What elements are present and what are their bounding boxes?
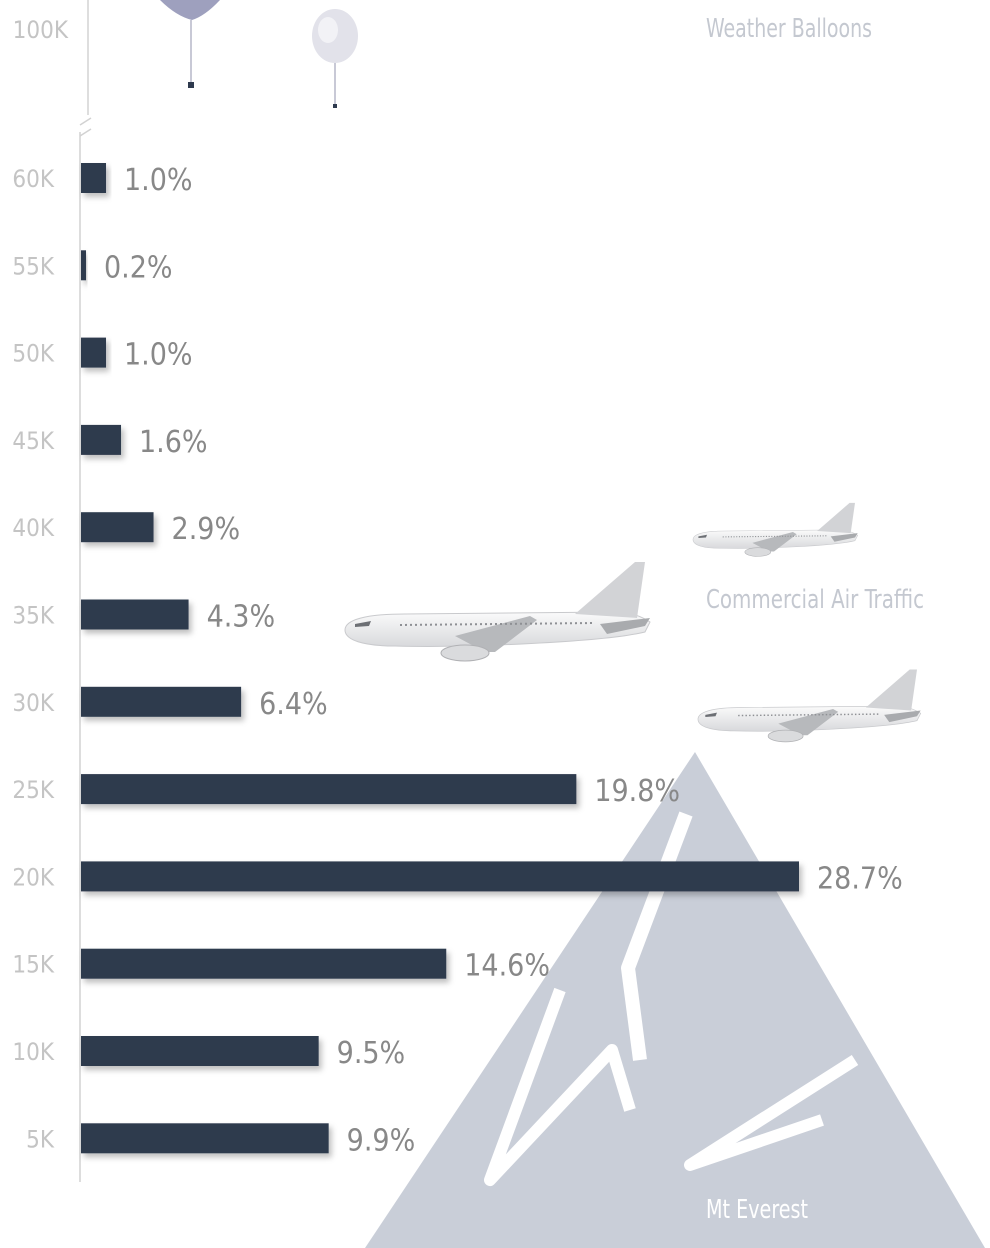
annotation-mt-everest: Mt Everest <box>706 1195 808 1225</box>
airplane-icon <box>692 502 859 557</box>
bar <box>81 337 107 368</box>
bar <box>81 163 107 193</box>
mountain-icon <box>365 752 985 1248</box>
weather-balloon-icon <box>312 9 358 108</box>
bar-value-label: 1.0% <box>124 163 193 198</box>
annotation-commercial-air-traffic: Commercial Air Traffic <box>706 585 924 615</box>
bar-value-label: 28.7% <box>817 861 903 896</box>
y-tick-label: 20K <box>12 863 54 891</box>
y-tick-label: 55K <box>12 252 54 280</box>
bar <box>81 686 242 717</box>
bar-value-label: 9.5% <box>337 1036 406 1071</box>
y-tick-label: 15K <box>12 951 54 979</box>
annotation-weather-balloons: Weather Balloons <box>706 14 872 44</box>
y-tick-label: 5K <box>26 1125 55 1153</box>
bar-value-label: 6.4% <box>259 687 328 722</box>
bar <box>81 948 447 979</box>
bar <box>81 1123 329 1154</box>
bar <box>81 1036 319 1066</box>
airplane-icon <box>344 561 651 662</box>
y-tick-label: 45K <box>12 427 54 455</box>
y-axis <box>79 0 92 1182</box>
bar <box>81 512 154 543</box>
bar-value-label: 1.6% <box>139 425 208 460</box>
y-tick-label: 50K <box>12 340 54 368</box>
y-tick-label: 10K <box>12 1038 54 1066</box>
bar-value-label: 19.8% <box>594 774 680 809</box>
y-tick-label: 25K <box>12 776 54 804</box>
bar-group: 60K 1.0% 55K 0.2% 50K 1.0% 45K 1.6% 40K 2.9% 35K 4.… <box>12 163 903 1158</box>
bar <box>81 774 577 805</box>
y-tick-100k: 100K <box>13 16 69 44</box>
weather-balloon-icon <box>160 0 220 88</box>
bar-value-label: 0.2% <box>104 250 173 285</box>
y-tick-label: 35K <box>12 602 54 630</box>
y-tick-label: 60K <box>12 165 54 193</box>
airplane-icon <box>697 668 922 743</box>
bar <box>81 861 799 892</box>
y-tick-label: 40K <box>12 514 54 542</box>
bar-value-label: 2.9% <box>172 512 241 547</box>
bar <box>81 250 87 281</box>
bar <box>81 424 122 455</box>
bar-value-label: 4.3% <box>207 600 276 635</box>
bar-value-label: 14.6% <box>464 949 550 984</box>
bar-value-label: 9.9% <box>347 1123 416 1158</box>
y-tick-label: 30K <box>12 689 54 717</box>
bar-value-label: 1.0% <box>124 338 193 373</box>
bar <box>81 599 189 630</box>
